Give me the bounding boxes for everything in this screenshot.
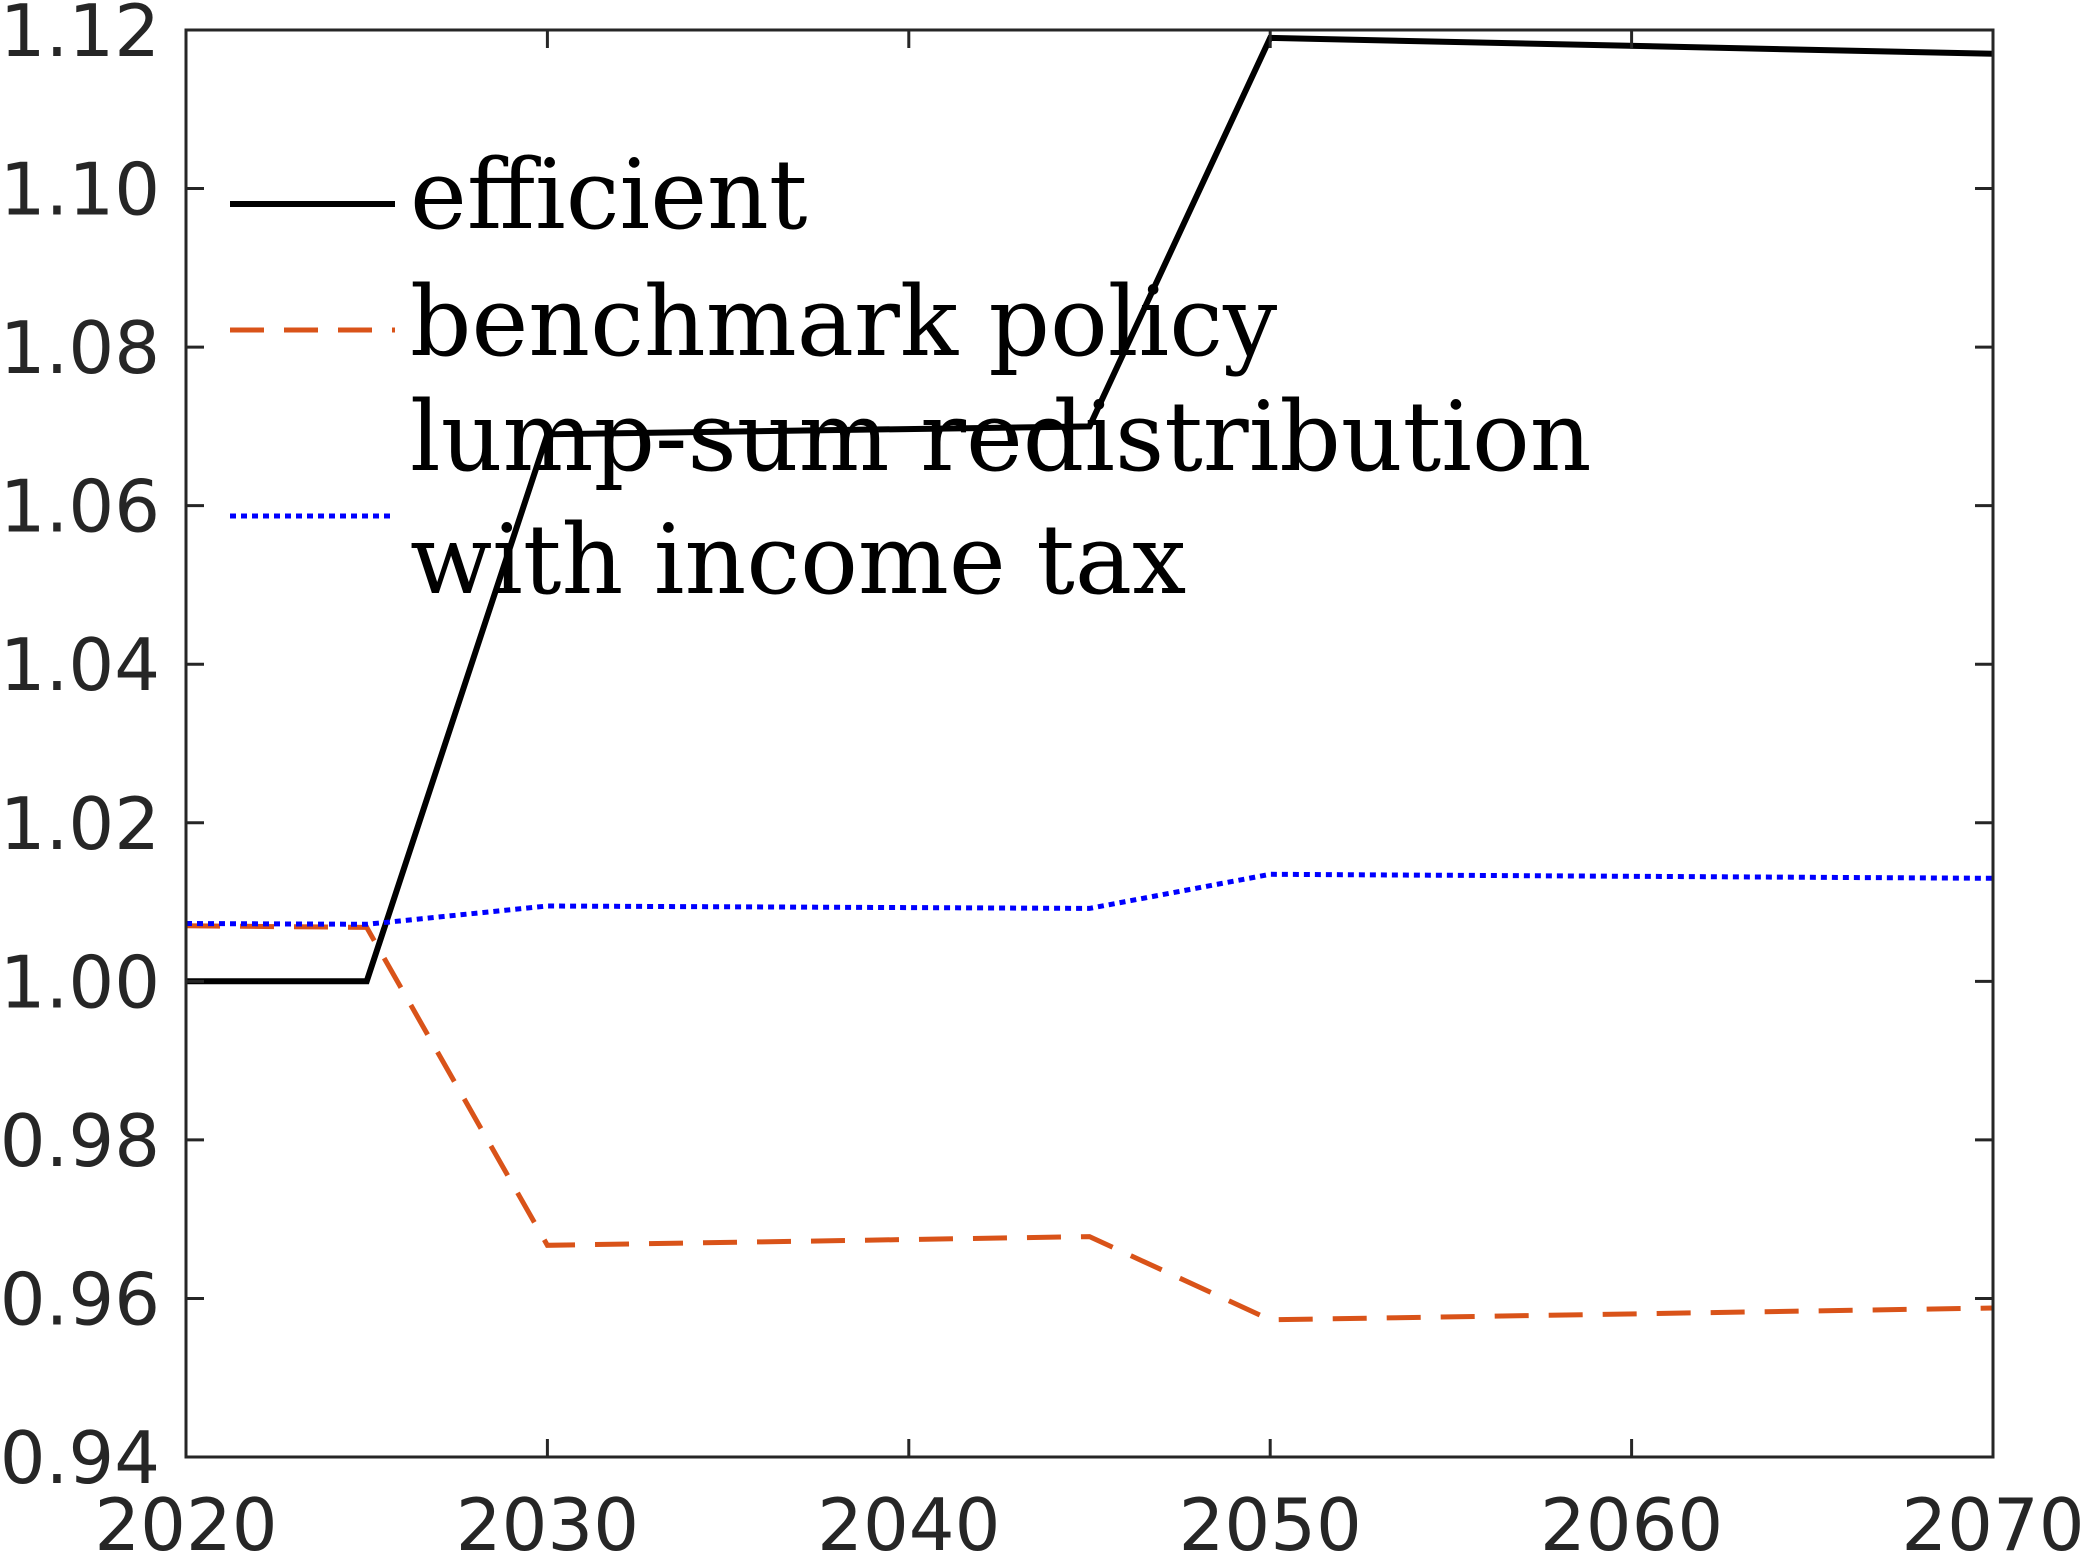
y-tick-label: 0.98 [0, 1099, 160, 1183]
series-line-1 [186, 34, 1994, 985]
x-tick-label: 2030 [456, 1483, 639, 1554]
legend-label-1: efficient [410, 139, 807, 251]
y-tick-label: 0.96 [0, 1257, 160, 1341]
x-tick-label: 2060 [1540, 1483, 1723, 1554]
plot-background [186, 30, 1993, 1457]
y-tick-label: 0.94 [0, 1416, 160, 1500]
y-tick-label: 1.12 [0, 0, 160, 73]
x-tick-label: 2050 [1179, 1483, 1362, 1554]
y-tick-label: 1.06 [0, 465, 160, 549]
series-line-2 [185, 923, 1994, 1323]
x-tick-label: 2040 [817, 1483, 1000, 1554]
y-tick-label: 1.00 [0, 940, 160, 1024]
series-layer [185, 34, 1994, 1323]
plot-area [186, 30, 1993, 1457]
y-tick-label: 1.02 [0, 782, 160, 866]
x-tick-label: 2070 [1901, 1483, 2082, 1554]
legend-label-3-line-1: lump-sum redistribution [410, 381, 1592, 493]
legend-label-3-line-2: with income tax [410, 504, 1186, 616]
y-tick-label: 1.08 [0, 306, 160, 390]
axes-box [184, 28, 1995, 1459]
x-tick-label: 2020 [94, 1483, 277, 1554]
y-tick-label: 1.04 [0, 623, 160, 707]
legend-label-2: benchmark policy [410, 266, 1277, 378]
y-tick-label: 1.10 [0, 148, 160, 232]
